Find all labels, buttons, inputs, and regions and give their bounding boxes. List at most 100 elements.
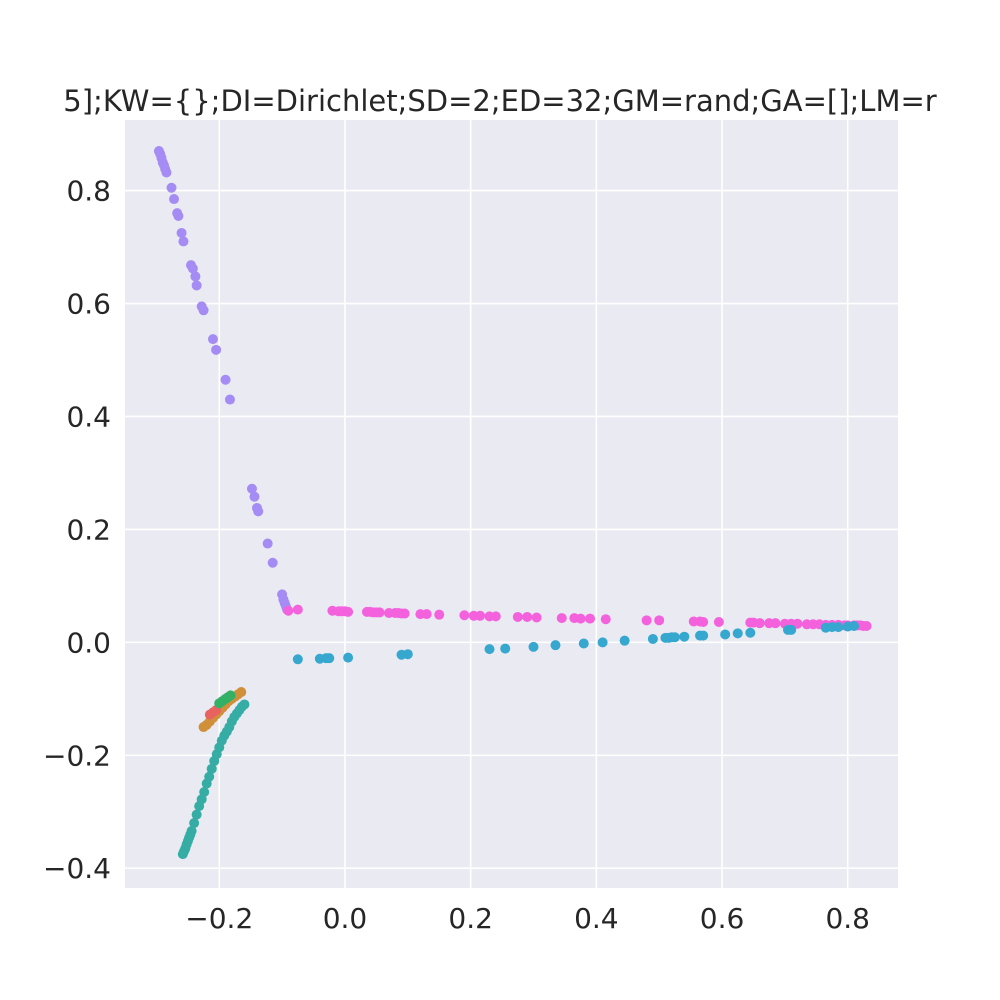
data-point xyxy=(578,638,589,649)
data-point xyxy=(475,610,486,621)
series-2 xyxy=(292,620,860,665)
data-point xyxy=(600,614,611,625)
data-point xyxy=(861,620,872,631)
data-point xyxy=(512,611,523,622)
data-point xyxy=(211,344,222,355)
data-point xyxy=(374,607,385,618)
x-tick-label: 0.2 xyxy=(448,902,493,935)
data-point xyxy=(283,605,294,616)
series-3 xyxy=(177,699,250,860)
data-point xyxy=(191,280,202,291)
data-point xyxy=(522,611,533,622)
data-point xyxy=(198,305,209,316)
data-point xyxy=(575,613,586,624)
data-points xyxy=(153,146,872,860)
y-axis-ticks: −0.4 −0.2 0.0 0.2 0.4 0.6 0.8 xyxy=(43,175,111,886)
data-point xyxy=(191,809,202,820)
series-6 xyxy=(214,690,236,709)
data-point xyxy=(434,609,445,620)
data-point xyxy=(531,612,542,623)
data-point xyxy=(262,538,273,549)
data-point xyxy=(792,618,803,629)
data-point xyxy=(236,687,247,698)
data-point xyxy=(169,194,180,205)
data-point xyxy=(225,690,236,701)
data-point xyxy=(189,818,200,829)
data-point xyxy=(239,699,250,710)
data-point xyxy=(224,394,235,405)
data-point xyxy=(253,506,264,517)
data-point xyxy=(550,640,561,651)
data-point xyxy=(178,236,189,247)
data-point xyxy=(292,604,303,615)
data-point xyxy=(186,825,197,836)
data-point xyxy=(187,263,198,274)
data-point xyxy=(679,631,690,642)
data-point xyxy=(654,615,665,626)
y-tick-label: −0.2 xyxy=(43,739,111,772)
data-point xyxy=(220,374,231,385)
data-point xyxy=(500,643,511,654)
data-point xyxy=(585,613,596,624)
data-point xyxy=(399,608,410,619)
data-point xyxy=(849,620,860,631)
data-point xyxy=(833,622,844,633)
x-tick-label: 0.8 xyxy=(825,902,870,935)
data-point xyxy=(292,654,303,665)
data-point xyxy=(597,637,608,648)
series-5 xyxy=(204,705,222,720)
data-point xyxy=(199,787,210,797)
data-point xyxy=(343,606,354,617)
data-point xyxy=(490,611,501,622)
data-point xyxy=(206,763,217,774)
data-point xyxy=(786,624,797,635)
y-tick-label: 0.2 xyxy=(66,513,111,546)
x-tick-label: 0.4 xyxy=(574,902,619,935)
data-point xyxy=(698,617,709,628)
plot-area xyxy=(125,120,898,888)
data-point xyxy=(246,483,257,494)
data-point xyxy=(166,182,177,193)
data-point xyxy=(176,227,187,238)
data-point xyxy=(161,167,172,178)
data-point xyxy=(720,629,731,640)
data-point xyxy=(641,615,652,626)
data-point xyxy=(647,633,658,644)
data-point xyxy=(343,652,354,663)
y-tick-label: −0.4 xyxy=(43,852,111,885)
y-tick-label: 0.6 xyxy=(66,288,111,321)
y-tick-label: 0.8 xyxy=(66,175,111,208)
data-point xyxy=(249,491,260,502)
data-point xyxy=(204,771,215,782)
data-point xyxy=(459,610,470,621)
data-point xyxy=(267,557,278,568)
x-axis-ticks: −0.2 0.0 0.2 0.4 0.6 0.8 xyxy=(185,902,870,935)
data-point xyxy=(173,211,184,221)
data-point xyxy=(698,630,709,641)
x-tick-label: 0.6 xyxy=(700,902,745,935)
data-point xyxy=(484,644,495,655)
data-point xyxy=(324,653,335,664)
y-tick-label: 0.4 xyxy=(66,400,111,433)
data-point xyxy=(421,609,432,620)
data-point xyxy=(754,618,765,629)
data-point xyxy=(669,632,680,643)
data-point xyxy=(732,628,743,639)
chart-title: 5];KW={};DI=Dirichlet;SD=2;ED=32;GM=rand… xyxy=(63,84,936,118)
data-point xyxy=(207,334,218,345)
series-1 xyxy=(283,604,872,631)
x-tick-label: −0.2 xyxy=(185,902,253,935)
data-point xyxy=(745,627,756,638)
data-point xyxy=(556,613,567,624)
x-tick-label: 0.0 xyxy=(323,902,368,935)
series-0 xyxy=(153,146,293,615)
data-point xyxy=(528,641,539,652)
grid-lines xyxy=(125,120,898,888)
data-point xyxy=(190,271,201,282)
data-point xyxy=(713,617,724,628)
y-tick-label: 0.0 xyxy=(66,626,111,659)
data-point xyxy=(402,649,413,660)
data-point xyxy=(619,635,630,646)
data-point xyxy=(770,618,781,629)
